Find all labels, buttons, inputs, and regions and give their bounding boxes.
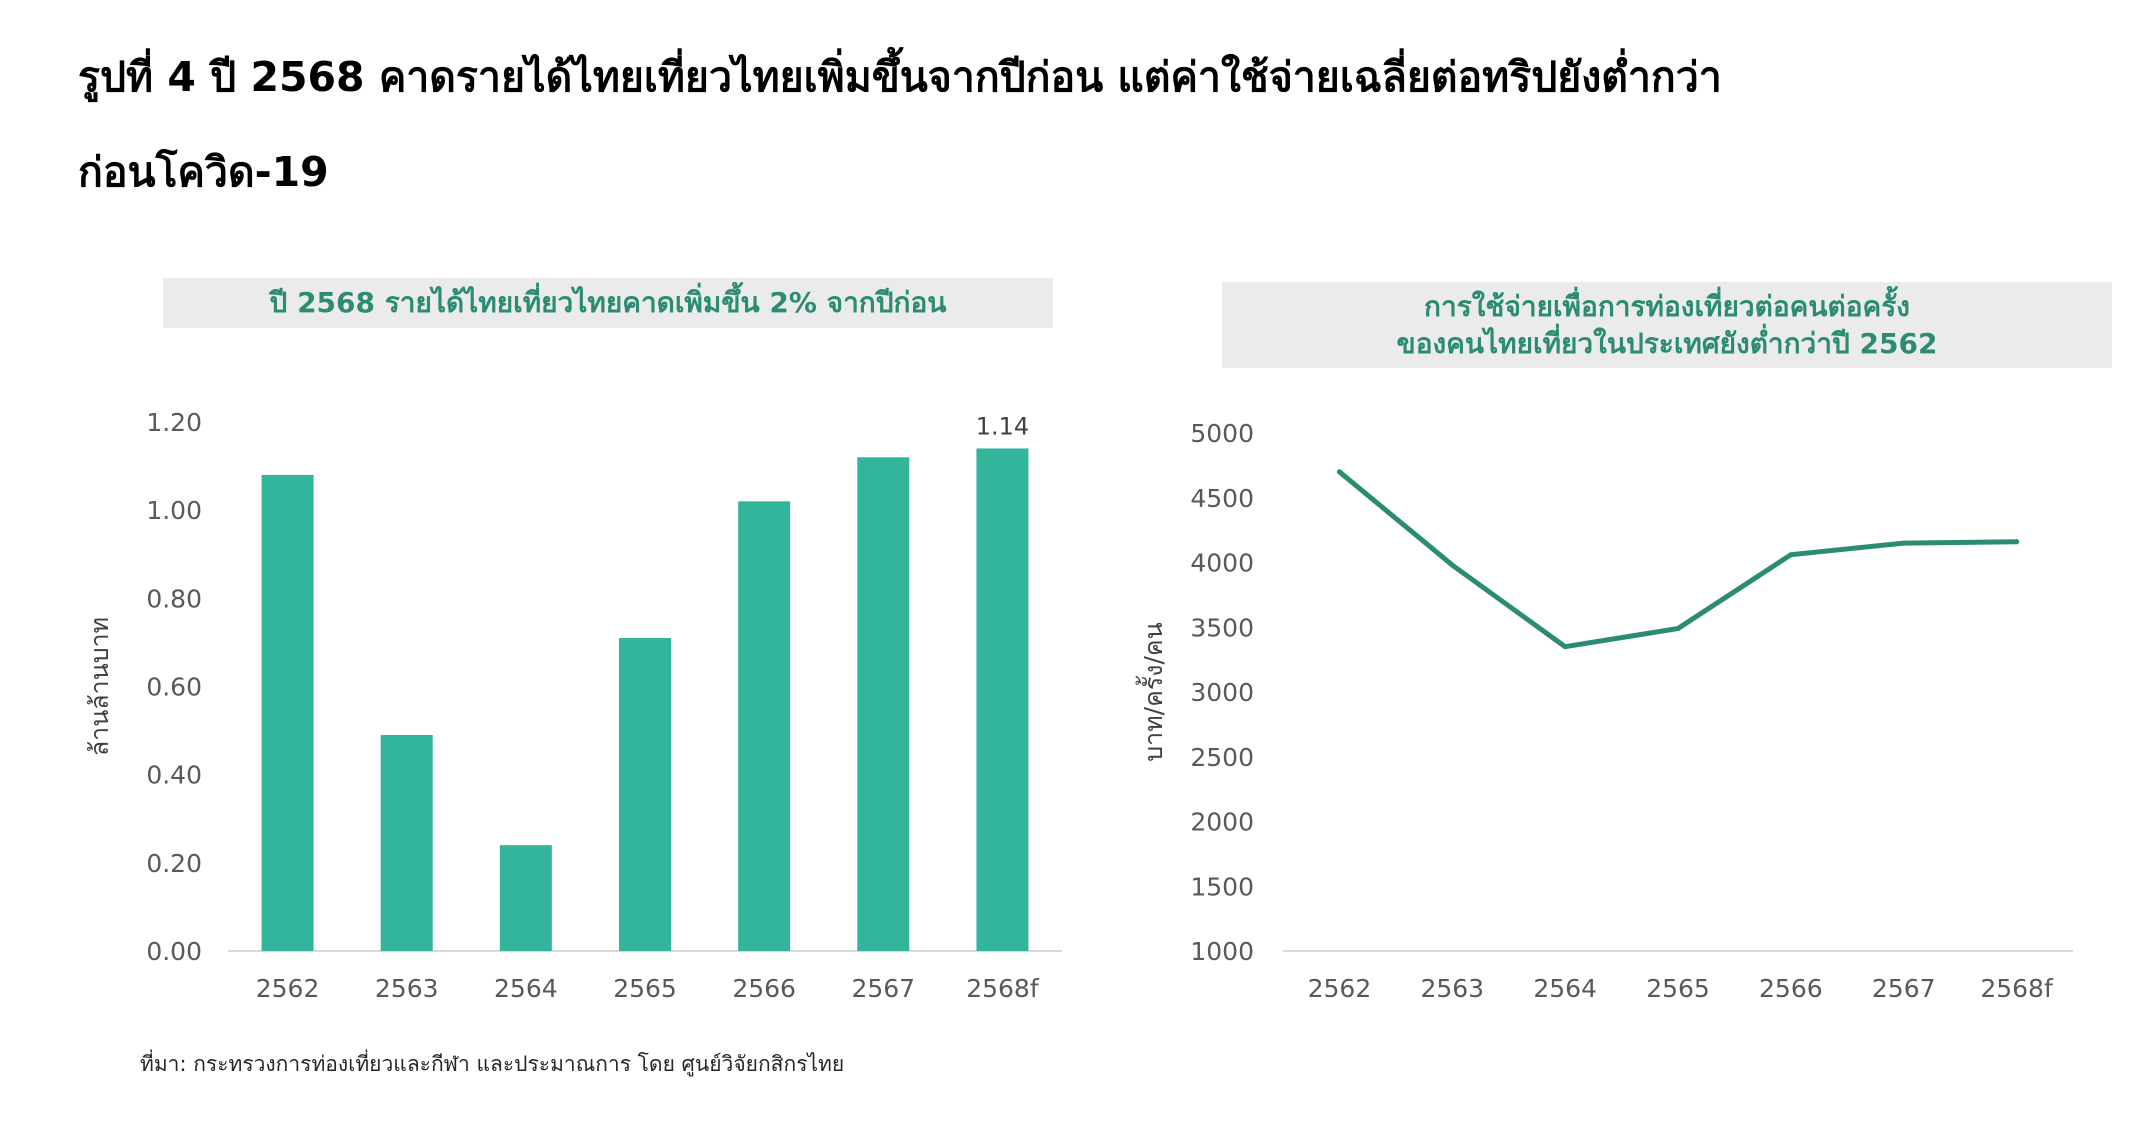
line-chart-title: การใช้จ่ายเพื่อการท่องเที่ยวต่อคนต่อครั้… — [1222, 282, 2112, 368]
y-axis-label: ล้านล้านบาท — [85, 617, 114, 756]
line-chart-title-line2: ของคนไทยเที่ยวในประเทศยังต่ำกว่าปี 2562 — [1396, 327, 1938, 360]
data-label: 1.14 — [976, 412, 1029, 440]
x-tick-label: 2565 — [613, 974, 677, 1003]
x-tick-label: 2566 — [732, 974, 796, 1003]
y-tick-label: 0.80 — [146, 584, 202, 613]
line-chart-title-line1: การใช้จ่ายเพื่อการท่องเที่ยวต่อคนต่อครั้… — [1424, 290, 1910, 323]
x-tick-label: 2562 — [256, 974, 320, 1003]
bar-chart-title-text: ปี 2568 รายได้ไทยเที่ยวไทยคาดเพิ่มขึ้น 2… — [269, 286, 947, 319]
y-tick-label: 1.00 — [146, 496, 202, 525]
y-tick-label: 0.60 — [146, 673, 202, 702]
bar — [380, 734, 433, 951]
bar-chart-title: ปี 2568 รายได้ไทยเที่ยวไทยคาดเพิ่มขึ้น 2… — [163, 278, 1053, 328]
y-tick-label: 1.20 — [146, 408, 202, 437]
bar — [499, 845, 552, 951]
x-tick-label: 2564 — [494, 974, 558, 1003]
bar — [261, 474, 314, 951]
source-note: ที่มา: กระทรวงการท่องเที่ยวและกีฬา และปร… — [140, 1052, 845, 1076]
x-tick-label: 2563 — [375, 974, 439, 1003]
y-tick-label: 0.20 — [146, 849, 202, 878]
figure-title-line1: รูปที่ 4 ปี 2568 คาดรายได้ไทยเที่ยวไทยเพ… — [78, 53, 1722, 101]
x-tick-label: 2567 — [851, 974, 915, 1003]
bar — [738, 501, 791, 951]
bar — [857, 457, 910, 951]
y-tick-label: 0.00 — [146, 937, 202, 966]
figure-title: รูปที่ 4 ปี 2568 คาดรายได้ไทยเที่ยวไทยเพ… — [78, 30, 1978, 220]
x-tick-label: 2568f — [966, 974, 1040, 1003]
y-tick-label: 0.40 — [146, 761, 202, 790]
bar — [619, 638, 671, 951]
figure-title-line2: ก่อนโควิด-19 — [78, 148, 329, 196]
bar — [976, 448, 1029, 951]
